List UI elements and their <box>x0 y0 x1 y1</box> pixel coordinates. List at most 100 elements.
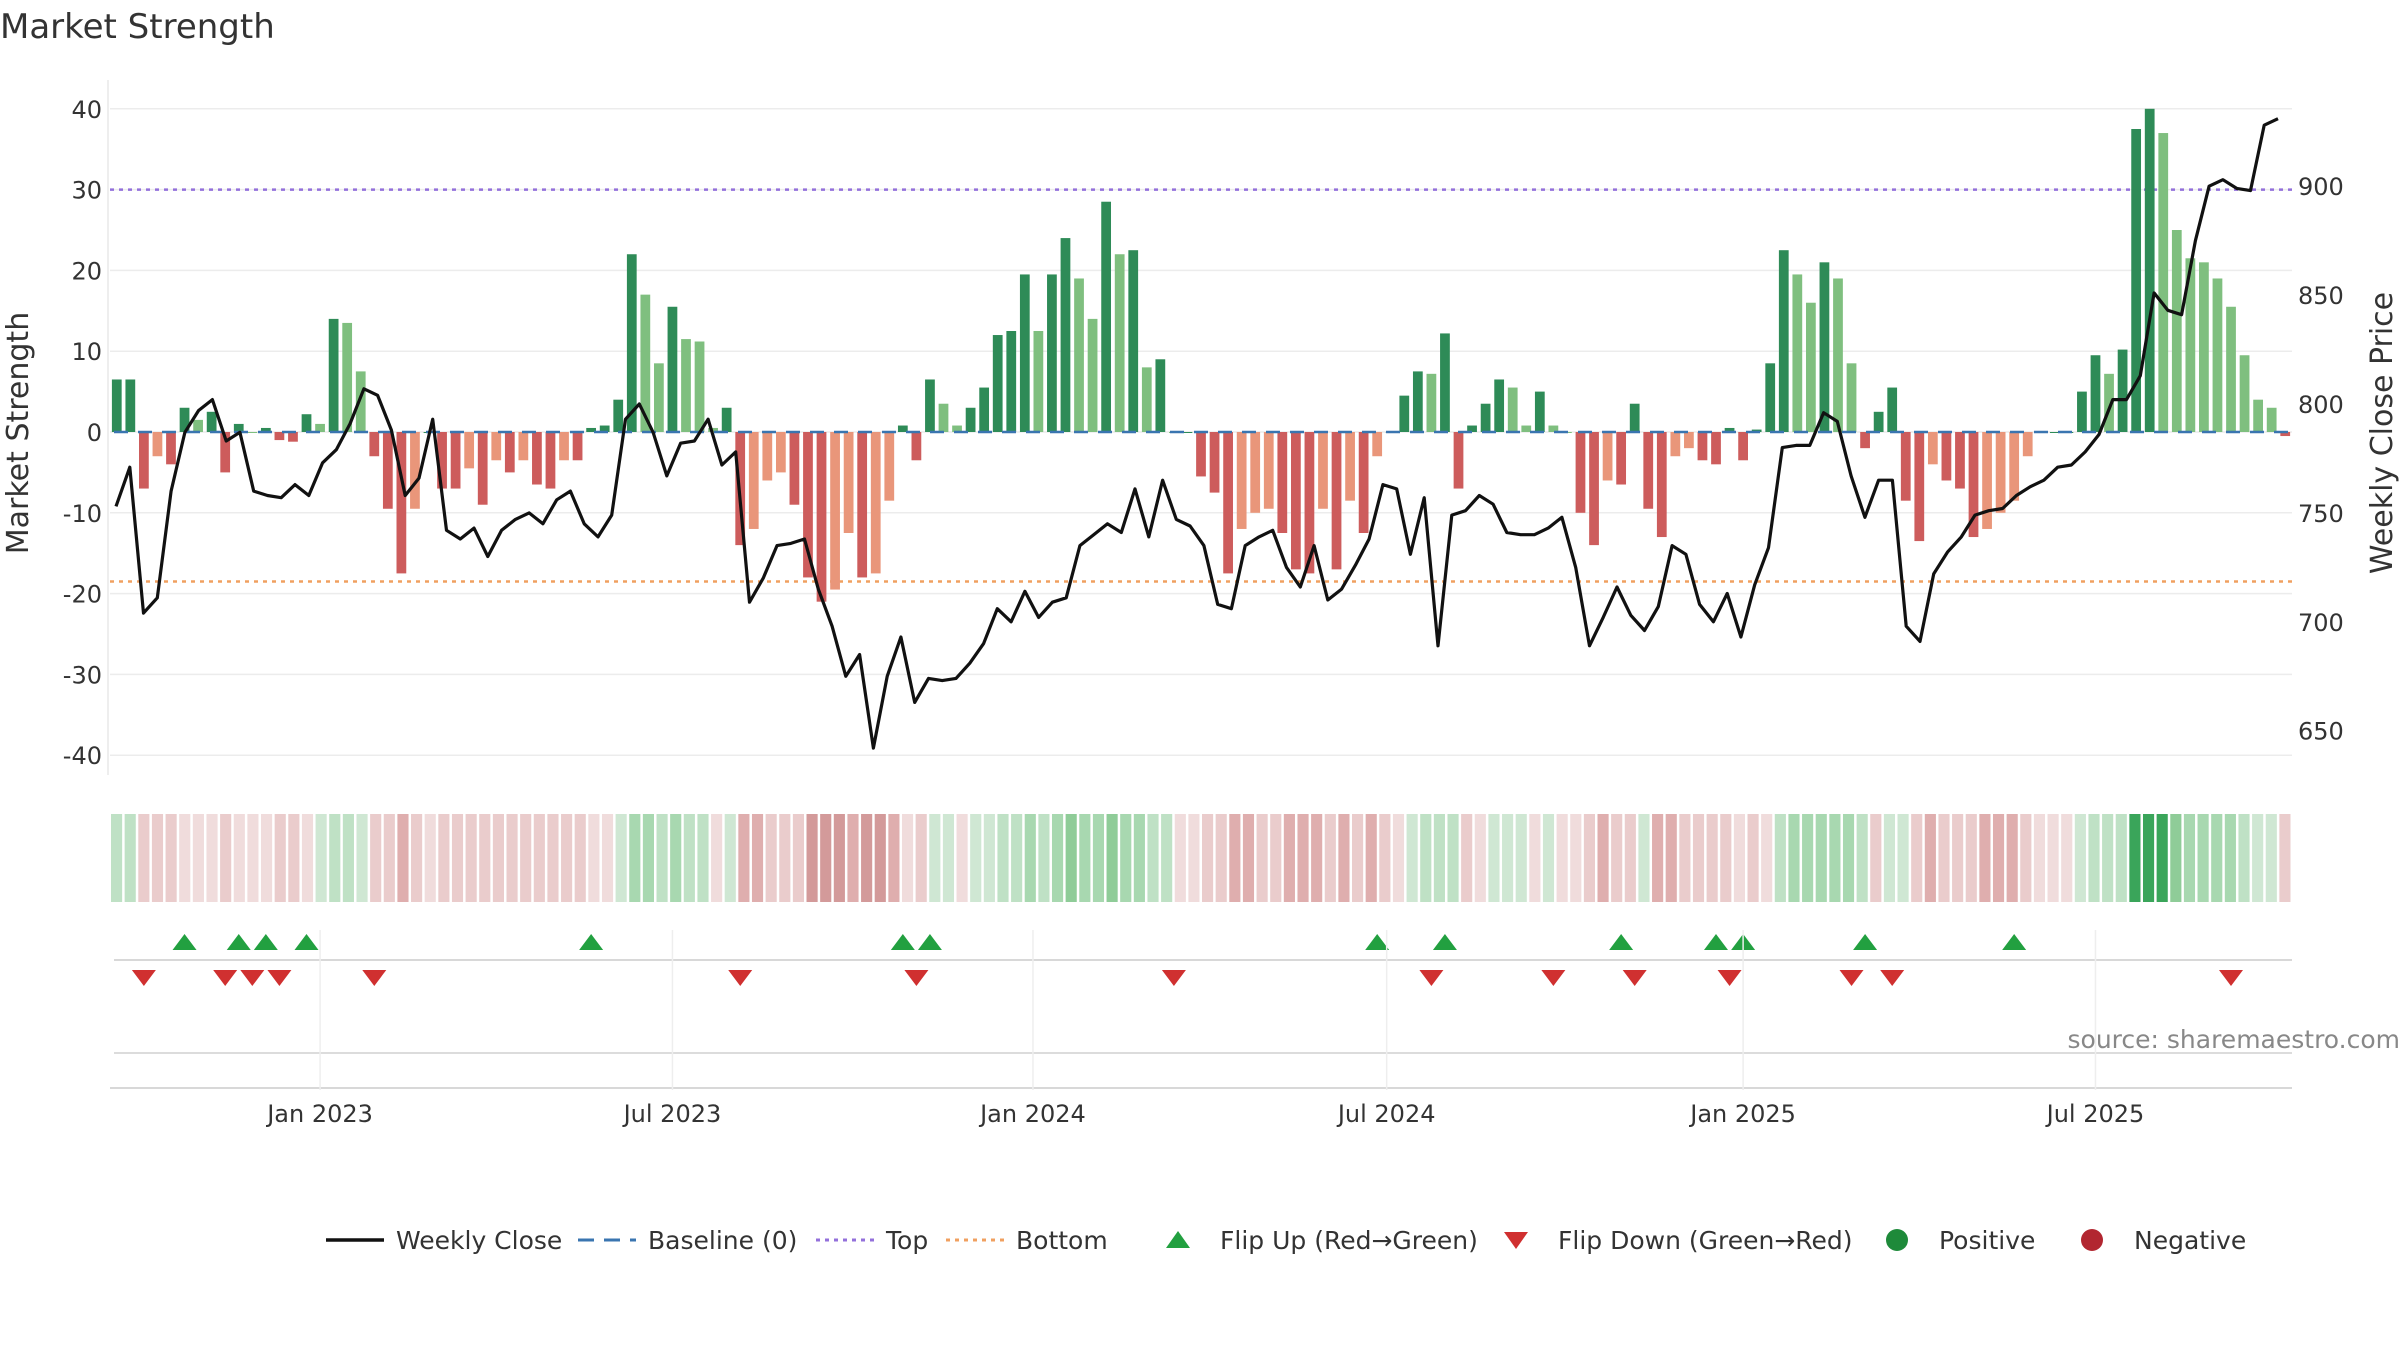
heat-strip <box>1406 814 1418 902</box>
strength-bar <box>789 432 800 505</box>
x-tick-label: Jul 2025 <box>2045 1100 2145 1128</box>
strength-bar <box>1846 363 1857 432</box>
heat-strip <box>915 814 927 902</box>
strength-bar <box>301 414 312 432</box>
chart-title: Market Strength <box>0 7 275 47</box>
heat-strip <box>1515 814 1527 902</box>
strength-bar <box>1426 373 1437 432</box>
heat-strip <box>1215 814 1227 902</box>
strength-bar <box>477 432 488 505</box>
heat-strip <box>683 814 695 902</box>
heat-strip <box>274 814 286 902</box>
flip-down-marker <box>1880 970 1905 986</box>
strength-bar <box>1711 432 1721 465</box>
heat-strip <box>220 814 232 902</box>
strength-bar <box>1941 432 1952 481</box>
legend-label: Top <box>885 1226 928 1255</box>
heat-strip <box>1242 814 1255 902</box>
strength-bar <box>179 407 190 432</box>
strength-bar <box>721 407 732 432</box>
flip-down-marker <box>1541 970 1566 986</box>
heat-strip <box>861 814 873 902</box>
heat-strip <box>1788 814 1800 902</box>
strength-bar <box>274 432 285 441</box>
heat-strip <box>711 814 723 902</box>
heat-strip <box>956 814 968 902</box>
heat-strip <box>1488 814 1500 902</box>
strength-bar <box>1955 432 1965 489</box>
heat-strip <box>1556 814 1568 902</box>
left-tick-label: 40 <box>71 96 102 124</box>
strength-bar <box>2117 349 2128 432</box>
heat-strip <box>1051 814 1064 902</box>
weekly-close-series <box>114 117 2279 750</box>
strength-bar <box>1060 238 1071 432</box>
right-axis-label: Weekly Close Price <box>2365 292 2400 574</box>
strength-bar <box>518 432 529 461</box>
heat-strip <box>533 814 545 902</box>
flip-down-marker <box>1839 970 1864 986</box>
flip-down-marker <box>131 970 156 986</box>
flip-up-marker <box>890 934 915 950</box>
flip-down-marker <box>362 970 387 986</box>
heat-strip <box>1024 814 1036 902</box>
strength-bar <box>1345 432 1355 501</box>
heat-strip <box>1624 814 1636 902</box>
flip-up-marker <box>579 934 604 950</box>
strength-bar <box>708 427 718 432</box>
strength-bar <box>830 432 840 590</box>
strength-bar <box>2022 432 2033 457</box>
flip-down-marker <box>2219 970 2244 986</box>
strength-bar <box>1792 274 1803 432</box>
heat-strip <box>383 814 395 902</box>
strength-bar <box>1927 432 1938 465</box>
strength-bar <box>1033 331 1044 432</box>
weekly-close-line <box>114 117 2279 750</box>
strength-bar <box>1141 367 1152 432</box>
legend-label: Positive <box>1939 1226 2035 1255</box>
strength-bar <box>1629 403 1640 432</box>
strength-bar <box>559 432 569 461</box>
strength-bar <box>139 432 149 489</box>
flip-up-marker <box>226 934 251 950</box>
heat-strip <box>970 814 982 902</box>
heat-strip <box>1802 814 1814 902</box>
flip-up-marker <box>1365 934 1390 950</box>
heat-strip <box>847 814 859 902</box>
heat-strip <box>192 814 204 902</box>
strength-bar <box>748 432 759 529</box>
strength-bar <box>1019 274 1030 432</box>
strength-bar <box>992 335 1003 432</box>
heat-strip <box>2102 814 2114 902</box>
strength-bar <box>1196 432 1206 477</box>
right-tick-label: 750 <box>2298 500 2344 528</box>
heat-strip <box>1706 814 1718 902</box>
right-tick-label: 650 <box>2298 718 2344 746</box>
strength-bar <box>1087 318 1098 432</box>
legend-label: Baseline (0) <box>648 1226 797 1255</box>
heat-strip <box>424 814 436 902</box>
strength-bar <box>1521 425 1532 432</box>
heat-strip <box>2115 814 2127 902</box>
strength-bar <box>396 432 407 574</box>
heat-strip <box>724 814 736 902</box>
strength-bar <box>1304 432 1315 574</box>
heat-strip <box>179 814 191 902</box>
strength-bar <box>1873 411 1884 432</box>
heat-strip <box>588 814 600 902</box>
strength-bar <box>504 432 515 473</box>
heat-strip <box>779 814 791 902</box>
heat-strip <box>670 814 682 902</box>
strength-bar <box>1534 391 1545 432</box>
strength-bar <box>206 411 217 432</box>
legend: Weekly Close Baseline (0) Top Bottom Flip Up… <box>326 1226 2246 1255</box>
strength-bar <box>233 423 244 432</box>
heat-strip <box>1379 814 1391 902</box>
heat-strip <box>1297 814 1309 902</box>
strength-bar <box>1223 432 1233 574</box>
heat-strip <box>820 814 832 902</box>
flip-up-marker <box>917 934 942 950</box>
strength-bar <box>2131 129 2142 432</box>
heat-strip <box>2047 814 2059 902</box>
heat-strip <box>1883 814 1896 902</box>
